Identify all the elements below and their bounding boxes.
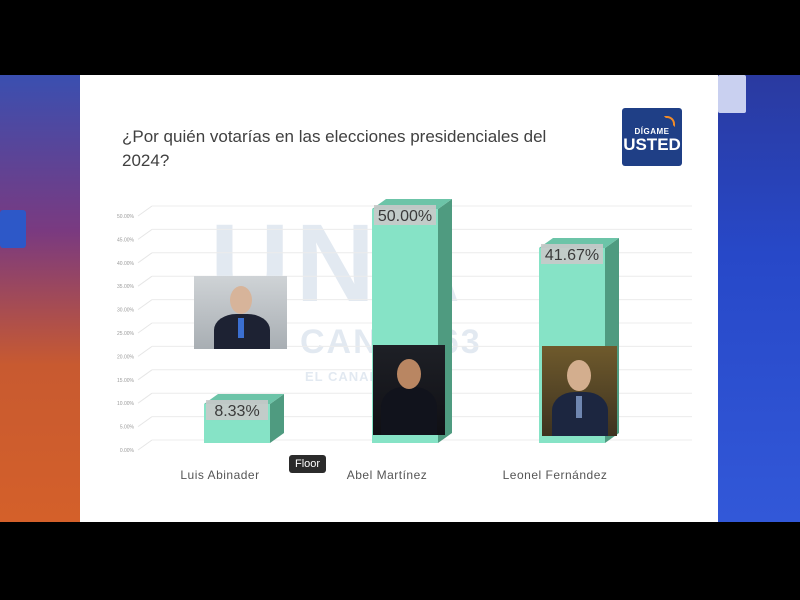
data-label-box [541, 243, 603, 264]
category-label: Abel Martínez [347, 468, 428, 482]
presentation-slide: UNA CANAL 63 EL CANAL DE LA ... ¿Por qui… [80, 75, 718, 522]
background-video-left [0, 75, 80, 522]
grid-line-depth [137, 299, 153, 311]
grid-line-depth [137, 275, 153, 287]
background-blob [0, 210, 26, 248]
tooltip-floor: Floor [289, 455, 327, 473]
bar-chart: 0.00% 5.00% 10.00% 15.00% 20.00% 25.00% 30.00%… [117, 199, 692, 482]
bar-side [270, 394, 284, 443]
y-tick-label: 0.00% [120, 448, 135, 454]
y-tick-label: 15.00% [117, 378, 135, 384]
y-tick-label: 5.00% [120, 425, 135, 431]
category-label: Luis Abinader [180, 468, 259, 482]
background-video-right [718, 75, 800, 522]
y-tick-label: 35.00% [117, 284, 135, 290]
data-label-box [374, 205, 436, 225]
grid-line-depth [137, 345, 153, 357]
grid-line-depth [137, 205, 153, 217]
y-tick-label: 10.00% [117, 401, 135, 407]
y-tick-label: 20.00% [117, 354, 135, 360]
candidate-photo-leonel-fernandez [542, 346, 617, 436]
y-tick-label: 40.00% [117, 261, 135, 267]
data-label: 8.33% [214, 403, 259, 420]
background-blob [718, 75, 746, 113]
data-label: 41.67% [545, 247, 599, 264]
signal-icon [664, 116, 675, 127]
grid-line-depth [137, 322, 153, 334]
chart-title: ¿Por quién votarías en las elecciones pr… [122, 127, 547, 170]
y-tick-label: 50.00% [117, 214, 135, 220]
data-label-box [206, 400, 268, 421]
grid-line-depth [137, 369, 153, 381]
data-label: 50.00% [378, 208, 432, 225]
y-tick-label: 25.00% [117, 331, 135, 337]
digame-usted-logo: DÍGAME USTED [622, 108, 682, 166]
grid-line-depth [137, 416, 153, 428]
category-label: Leonel Fernández [503, 468, 608, 482]
y-tick-label: 30.00% [117, 308, 135, 314]
candidate-photo-abel-martinez [373, 345, 445, 435]
grid-line-depth [137, 392, 153, 404]
y-tick-label: 45.00% [117, 237, 135, 243]
grid-line-depth [137, 228, 153, 240]
candidate-photo-luis-abinader [194, 276, 287, 349]
grid-line-depth [137, 439, 153, 451]
grid-line-depth [137, 252, 153, 264]
